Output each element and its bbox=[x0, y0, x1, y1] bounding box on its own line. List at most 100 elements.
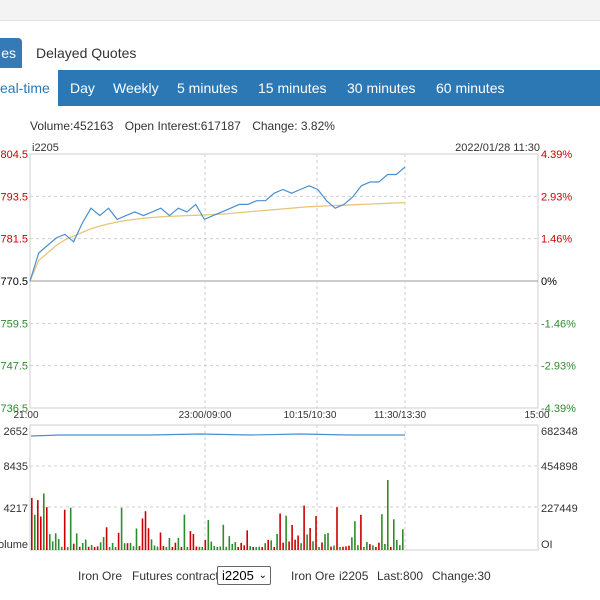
volume-bar bbox=[207, 520, 210, 550]
volume-bar bbox=[192, 534, 195, 550]
volume-bar bbox=[40, 516, 42, 550]
volume-bar bbox=[210, 541, 213, 550]
volume-bar bbox=[93, 547, 96, 550]
tab-realtime-quotes[interactable]: es bbox=[0, 38, 22, 68]
volume-bar bbox=[327, 533, 329, 550]
price-axis-labels: 804.5 793.5 781.5 770.5 759.5 747.5 736.5 bbox=[0, 149, 28, 415]
volume-bar bbox=[225, 546, 228, 550]
volume-bar bbox=[126, 543, 129, 550]
footer-symbol: i2205 bbox=[339, 569, 369, 583]
price-tick-label: 747.5 bbox=[0, 361, 28, 373]
volume-bar bbox=[390, 546, 392, 550]
volume-bar bbox=[300, 543, 302, 550]
volume-bar bbox=[162, 546, 165, 550]
oi-tick-label: 227449 bbox=[541, 503, 578, 515]
oi-tick-label: OI bbox=[541, 539, 553, 551]
percent-tick-label: 2.93% bbox=[541, 191, 572, 203]
nav-weekly[interactable]: Weekly bbox=[113, 80, 159, 96]
nav-60-minutes[interactable]: 60 minutes bbox=[436, 80, 505, 96]
time-tick-label: 23:00/09:00 bbox=[179, 410, 232, 421]
volume-bar bbox=[198, 546, 201, 550]
volume-bar bbox=[318, 547, 320, 550]
percent-tick-label: -1.46% bbox=[541, 318, 576, 330]
volume-left-labels: 2652 8435 4217 olume bbox=[0, 426, 28, 551]
volume-panel-frame bbox=[29, 424, 539, 551]
volume-bar bbox=[264, 543, 266, 550]
percent-tick-label: 4.39% bbox=[541, 149, 572, 161]
volume-bar bbox=[315, 516, 317, 550]
volume-bar bbox=[261, 547, 263, 550]
volume-bar bbox=[363, 547, 365, 550]
volume-bar bbox=[294, 539, 296, 550]
volume-bar bbox=[138, 546, 141, 550]
volume-bar bbox=[324, 534, 326, 550]
percent-tick-label: -2.93% bbox=[541, 361, 576, 373]
percent-tick-label: 0% bbox=[541, 276, 557, 288]
volume-bar bbox=[54, 533, 57, 550]
volume-bar bbox=[213, 546, 216, 550]
volume-bar bbox=[297, 535, 299, 550]
volume-bar bbox=[243, 545, 245, 550]
chart-datetime: 2022/01/28 11:30 bbox=[455, 142, 540, 154]
volume-bar bbox=[117, 532, 120, 550]
nav-30-minutes[interactable]: 30 minutes bbox=[347, 80, 416, 96]
time-tick-label: 11:30/13:30 bbox=[374, 410, 427, 421]
volume-bar bbox=[105, 527, 108, 550]
volume-bar bbox=[150, 539, 153, 550]
volume-bar bbox=[168, 538, 171, 550]
volume-bar bbox=[43, 493, 45, 550]
price-tick-label: 736.5 bbox=[0, 403, 28, 415]
volume-bar bbox=[57, 539, 60, 550]
nav-day[interactable]: Day bbox=[70, 80, 95, 96]
volume-bar bbox=[129, 542, 132, 550]
browser-top-bar bbox=[0, 0, 600, 21]
contract-footer: Iron Ore Futures contracts i2205 ⌄ Iron … bbox=[0, 566, 600, 586]
volume-bar bbox=[309, 528, 311, 550]
footer-change: Change:30 bbox=[432, 569, 491, 583]
volume-bar bbox=[183, 514, 186, 550]
volume-bar bbox=[201, 547, 204, 550]
contract-select[interactable]: i2205 ⌄ bbox=[217, 566, 271, 585]
volume-bars bbox=[31, 480, 404, 550]
change-text: Change: 3.82% bbox=[252, 119, 335, 133]
volume-bar bbox=[96, 546, 99, 550]
price-tick-label: 770.5 bbox=[0, 276, 28, 288]
realtime-chart: i2205 2022/01/28 11:30 804.5 793.5 781.5 77… bbox=[0, 142, 578, 551]
volume-bar bbox=[144, 511, 147, 550]
volume-bar bbox=[252, 547, 254, 550]
volume-text: Volume:452163 bbox=[30, 119, 114, 133]
volume-bar bbox=[321, 542, 323, 550]
volume-bar bbox=[312, 541, 314, 550]
price-tick-label: 804.5 bbox=[0, 149, 28, 161]
nav-realtime[interactable]: eal-time bbox=[0, 70, 58, 106]
volume-bar bbox=[276, 533, 278, 550]
volume-bar bbox=[78, 546, 81, 550]
tab-delayed-quotes[interactable]: Delayed Quotes bbox=[36, 45, 137, 61]
volume-bar bbox=[387, 480, 389, 550]
volume-bar bbox=[156, 546, 159, 550]
nav-15-minutes[interactable]: 15 minutes bbox=[258, 80, 327, 96]
price-grid bbox=[30, 154, 538, 408]
volume-bar bbox=[51, 541, 54, 550]
time-axis-labels: 21:00 23:00/09:00 10:15/10:30 11:30/13:30 15… bbox=[13, 410, 549, 421]
volume-bar bbox=[393, 519, 395, 550]
quote-tabs: es Delayed Quotes bbox=[0, 38, 600, 68]
volume-bar bbox=[216, 547, 219, 550]
volume-bar bbox=[186, 547, 189, 550]
volume-bar bbox=[372, 545, 374, 550]
volume-bar bbox=[339, 547, 341, 550]
volume-bar bbox=[273, 546, 275, 550]
volume-right-labels: 682348 454898 227449 OI bbox=[541, 426, 578, 551]
volume-bar bbox=[108, 546, 111, 550]
volume-bar bbox=[345, 546, 347, 550]
price-tick-label: 781.5 bbox=[0, 234, 28, 246]
volume-bar bbox=[396, 540, 398, 550]
volume-bar bbox=[219, 546, 222, 550]
volume-bar bbox=[171, 547, 174, 550]
volume-bar bbox=[102, 537, 105, 550]
volume-bar bbox=[249, 546, 251, 550]
volume-bar bbox=[159, 532, 162, 550]
volume-tick-label: olume bbox=[0, 539, 28, 551]
volume-bar bbox=[87, 546, 90, 550]
nav-5-minutes[interactable]: 5 minutes bbox=[177, 80, 238, 96]
